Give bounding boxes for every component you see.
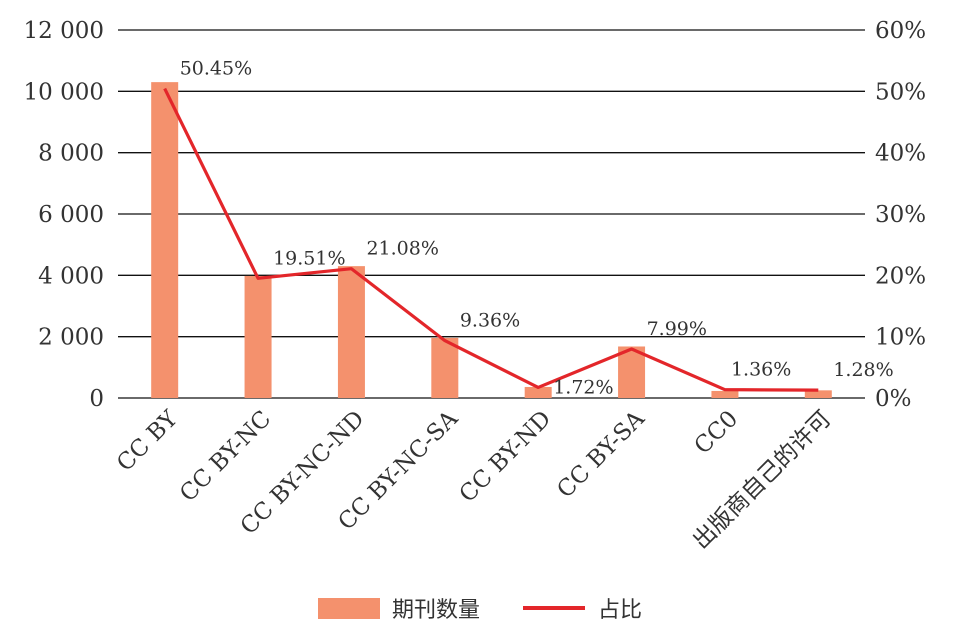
- y-left-tick-label: 0: [89, 386, 104, 412]
- x-tick-label: CC BY-SA: [552, 406, 650, 504]
- bar: [618, 346, 646, 398]
- y-right-tick-label: 50%: [875, 79, 926, 105]
- bar-series: [151, 82, 832, 398]
- bar: [524, 386, 552, 398]
- data-label: 21.08%: [366, 238, 438, 260]
- data-label: 1.72%: [553, 376, 613, 398]
- y-right-tick-label: 60%: [875, 18, 926, 44]
- x-tick-label: CC BY-ND: [455, 406, 557, 508]
- y-left-tick-label: 8 000: [38, 141, 104, 167]
- y-right-tick-label: 20%: [875, 263, 926, 289]
- legend-bar-swatch: [318, 598, 380, 619]
- y-right-tick-label: 0%: [875, 386, 912, 412]
- legend: 期刊数量 占比: [318, 598, 642, 623]
- line-path: [163, 87, 819, 392]
- right-axis: 0% 10% 20% 30% 40% 50% 60%: [875, 18, 926, 412]
- x-tick-label: CC BY: [112, 405, 183, 476]
- y-left-tick-label: 12 000: [24, 18, 104, 44]
- data-label: 9.36%: [460, 310, 520, 332]
- x-tick-label: CC BY-NC: [175, 406, 276, 507]
- legend-line-label: 占比: [598, 598, 642, 623]
- data-label: 1.36%: [731, 359, 791, 381]
- bar: [711, 390, 739, 398]
- bar: [151, 82, 179, 398]
- legend-bar-label: 期刊数量: [392, 598, 480, 623]
- data-label: 50.45%: [180, 58, 252, 80]
- y-left-tick-label: 2 000: [38, 325, 104, 351]
- line-series: [163, 87, 819, 392]
- bar: [244, 275, 272, 398]
- bar: [431, 337, 459, 398]
- left-axis: 0 2 000 4 000 6 000 8 000 10 000 12 000: [24, 18, 104, 412]
- gridlines: [118, 29, 865, 399]
- data-label: 19.51%: [273, 247, 345, 269]
- data-label: 1.28%: [833, 359, 893, 381]
- bar: [804, 390, 832, 398]
- y-right-tick-label: 10%: [875, 325, 926, 351]
- data-labels: 50.45% 19.51% 21.08% 9.36% 1.72% 7.99% 1.36% 1.…: [180, 58, 894, 399]
- bar: [337, 266, 365, 398]
- y-right-tick-label: 30%: [875, 202, 926, 228]
- y-left-tick-label: 10 000: [24, 79, 104, 105]
- y-left-tick-label: 4 000: [38, 263, 104, 289]
- y-right-tick-label: 40%: [875, 141, 926, 167]
- y-left-tick-label: 6 000: [38, 202, 104, 228]
- data-label: 7.99%: [647, 318, 707, 340]
- x-tick-label: CC0: [690, 406, 744, 460]
